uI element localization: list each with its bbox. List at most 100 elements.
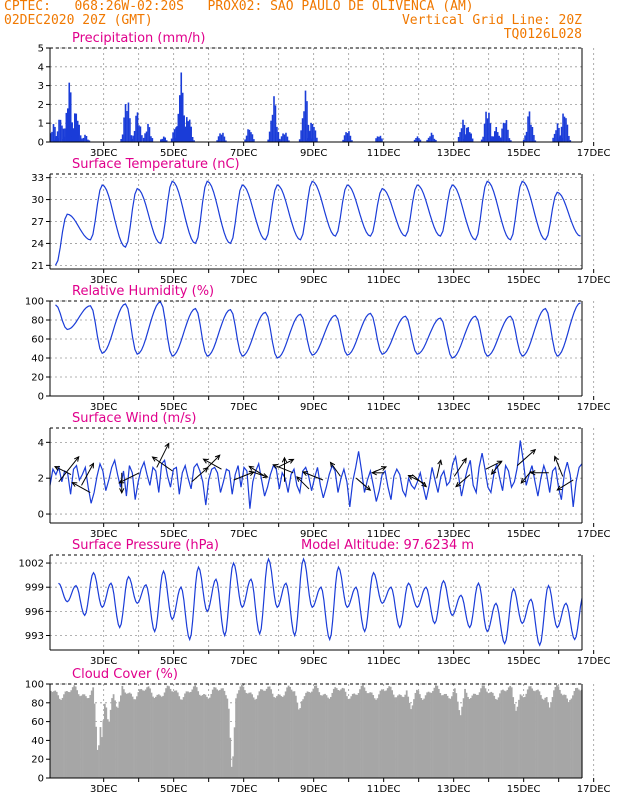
precip-bar bbox=[79, 135, 82, 142]
y-tick-label: 60 bbox=[31, 717, 44, 728]
cloud-bar bbox=[171, 691, 173, 778]
cloud-bar bbox=[79, 696, 81, 778]
y-tick-label: 0 bbox=[38, 138, 44, 149]
altitude-annotation: Model Altitude: 97.6234 m bbox=[301, 538, 474, 553]
precip-bar bbox=[307, 124, 310, 142]
x-tick-label: 17DEC bbox=[577, 402, 611, 413]
precip-bar bbox=[136, 112, 139, 142]
precip-bar bbox=[142, 137, 145, 142]
precip-bar bbox=[527, 116, 529, 142]
cloud-bar bbox=[439, 692, 442, 778]
cloud-bar bbox=[222, 688, 224, 778]
cloud-bar bbox=[103, 703, 106, 778]
y-tick-label: 21 bbox=[31, 261, 44, 272]
precip-bar bbox=[133, 130, 136, 142]
cloud-bar bbox=[309, 692, 312, 778]
cloud-bar bbox=[532, 690, 535, 778]
precip-bar bbox=[489, 123, 492, 142]
cloud-bar bbox=[124, 692, 127, 778]
cloud-bar bbox=[446, 695, 449, 778]
cloud-bar bbox=[83, 694, 86, 778]
precip-bar bbox=[471, 138, 474, 142]
wind-arrow bbox=[156, 442, 170, 468]
cloud-bar bbox=[299, 708, 302, 778]
cloud-bar bbox=[475, 695, 478, 778]
precip-bar bbox=[533, 135, 535, 142]
cloud-bar bbox=[487, 693, 490, 778]
precip-bar bbox=[225, 140, 227, 142]
cloud-bar bbox=[442, 695, 445, 778]
cloud-bar bbox=[509, 685, 512, 778]
cloud-bar bbox=[197, 691, 200, 778]
cloud-bar bbox=[201, 695, 204, 778]
y-tick-label: 4 bbox=[38, 62, 44, 73]
cloud-bar bbox=[182, 697, 185, 778]
cloud-bar bbox=[241, 684, 243, 778]
cloud-bar bbox=[398, 694, 401, 778]
wind-arrow bbox=[58, 455, 80, 483]
precip-bar bbox=[162, 136, 165, 142]
cloud-bar bbox=[370, 692, 373, 778]
cloud-bar bbox=[64, 691, 67, 778]
wind-arrow-shaft bbox=[520, 470, 532, 484]
wind-arrow-shaft bbox=[302, 471, 324, 481]
cloud-bar bbox=[518, 699, 520, 778]
x-tick-label: 11DEC bbox=[367, 275, 401, 286]
cloud-bar bbox=[58, 698, 61, 778]
cloud-bar bbox=[351, 693, 354, 778]
cloud-bar bbox=[557, 686, 560, 778]
x-tick-label: 5DEC bbox=[160, 148, 187, 159]
cloud-bar bbox=[382, 690, 385, 778]
cloud-bar bbox=[96, 749, 99, 778]
series-line bbox=[54, 180, 581, 266]
precip-bar bbox=[508, 138, 511, 142]
cloud-bar bbox=[246, 693, 249, 778]
cloud-bar bbox=[159, 695, 162, 778]
precip-bar bbox=[59, 119, 62, 142]
cloud-bar bbox=[353, 693, 356, 778]
wind-arrow bbox=[529, 470, 549, 476]
cloud-bar bbox=[181, 699, 184, 778]
cloud-bar bbox=[461, 706, 464, 778]
cloud-bar bbox=[331, 692, 334, 778]
precip-bar bbox=[62, 139, 65, 142]
cloud-bar bbox=[280, 696, 283, 778]
cloud-bar bbox=[106, 719, 109, 778]
cloud-bar bbox=[540, 695, 542, 778]
precip-bar bbox=[250, 132, 252, 142]
wind-arrow-shaft bbox=[355, 477, 371, 491]
precip-bar bbox=[568, 135, 570, 142]
wind-arrow-shaft bbox=[72, 482, 91, 493]
cloud-bar bbox=[423, 698, 426, 778]
wind-arrow-shaft bbox=[453, 458, 467, 477]
cloud-bar bbox=[312, 688, 315, 778]
wind-arrow-head bbox=[437, 459, 443, 466]
run-time-label: 02DEC2020 20Z (GMT) bbox=[4, 13, 153, 28]
cloud-bar bbox=[376, 698, 379, 778]
wind-arrow bbox=[205, 454, 221, 470]
precip-bar bbox=[88, 140, 91, 142]
cloud-bar bbox=[122, 689, 125, 778]
cloud-bar bbox=[163, 692, 166, 778]
wind-arrow-head bbox=[151, 456, 158, 462]
cloud-bar bbox=[252, 697, 255, 778]
wind-arrow-head bbox=[202, 458, 209, 464]
cloud-bar bbox=[570, 698, 573, 778]
precip-bar bbox=[69, 92, 72, 142]
wind-arrow-head bbox=[380, 466, 388, 471]
cloud-bar bbox=[144, 689, 147, 778]
precip-bar bbox=[253, 139, 255, 142]
y-tick-label: 4 bbox=[38, 438, 44, 449]
precip-bar bbox=[505, 120, 508, 142]
cloud-bar bbox=[242, 686, 245, 778]
cloud-bar bbox=[418, 694, 421, 778]
precip-bar bbox=[465, 127, 468, 142]
cloud-bar bbox=[233, 727, 236, 778]
precip-bar bbox=[145, 131, 148, 142]
cloud-bar bbox=[471, 695, 474, 778]
x-tick-label: 13DEC bbox=[437, 529, 471, 540]
wind-arrow-shaft bbox=[455, 474, 471, 487]
precip-bar bbox=[459, 132, 461, 142]
cloud-bar bbox=[472, 693, 475, 778]
precip-bar bbox=[248, 129, 251, 142]
